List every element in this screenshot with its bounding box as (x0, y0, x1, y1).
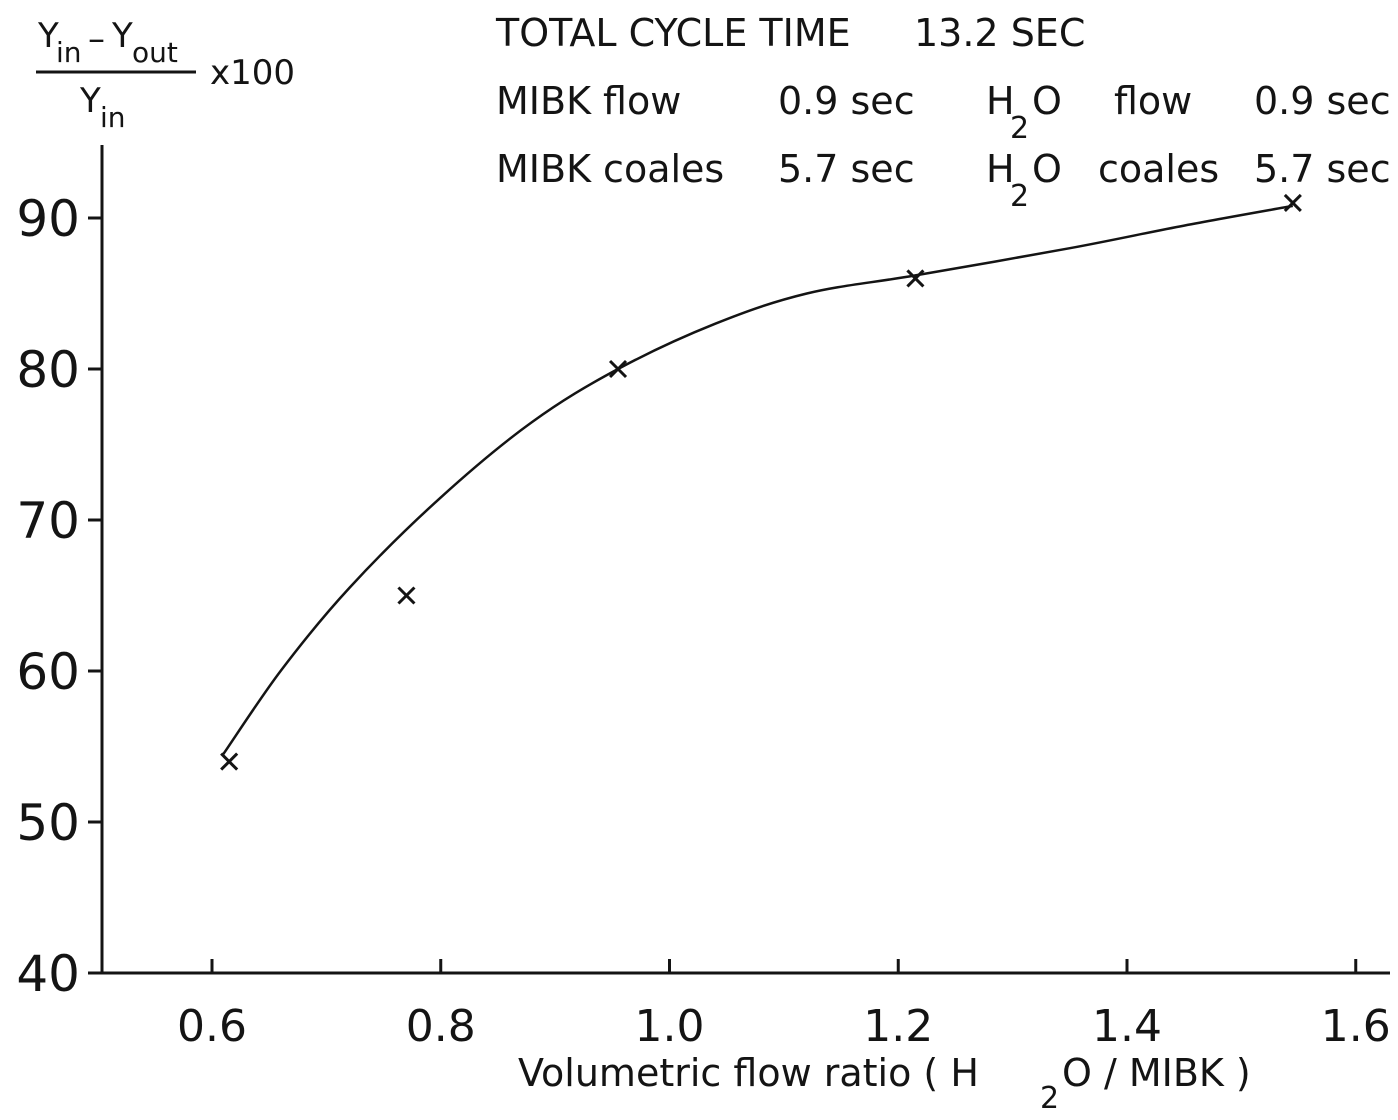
annotation-mibk-coales-label: MIBK coales (496, 147, 724, 191)
annotation-mibk-flow-label: MIBK flow (496, 79, 681, 123)
y-axis-label: Y in – Y out Y in x100 (36, 16, 295, 134)
data-point-2-stroke-1 (608, 359, 628, 379)
annotation-block: TOTAL CYCLE TIME 13.2 SEC MIBK flow 0.9 … (495, 11, 1391, 214)
fit-curve (222, 204, 1294, 755)
ylabel-num-y1-sub: in (56, 36, 82, 69)
x-tick-label-3: 1.2 (863, 1001, 933, 1052)
ylabel-multiplier: x100 (210, 53, 295, 93)
annotation-h2o-flow-h: H (986, 79, 1015, 123)
data-point-0 (220, 752, 239, 771)
annotation-cycle-value: 13.2 SEC (914, 11, 1085, 55)
annotation-h2o-coales-o: O (1032, 147, 1062, 191)
annotation-h2o-coales-sub: 2 (1010, 179, 1029, 214)
xlabel-prefix: Volumetric flow ratio ( H (518, 1051, 979, 1095)
x-tick-label-5: 1.6 (1321, 1001, 1391, 1052)
xlabel-subscript: 2 (1040, 1081, 1059, 1115)
annotation-mibk-coales-value: 5.7 sec (778, 147, 915, 191)
x-axis-title: Volumetric flow ratio ( H 2 O / MIBK ) (518, 1051, 1251, 1116)
annotation-h2o-flow-sub: 2 (1010, 111, 1029, 146)
y-tick-label-0: 40 (16, 945, 80, 1003)
x-tick-label-0: 0.6 (177, 1001, 247, 1052)
annotation-mibk-flow-value: 0.9 sec (778, 79, 915, 123)
y-tick-label-4: 80 (16, 341, 80, 399)
annotation-h2o-coales-h: H (986, 147, 1015, 191)
ylabel-num-minus: – (88, 19, 105, 59)
y-tick-label-2: 60 (16, 643, 80, 701)
ylabel-num-y2-sub: out (132, 36, 178, 69)
data-point-3-stroke-1 (906, 269, 925, 288)
y-axis-ticks: 40 50 60 70 80 90 (16, 190, 102, 1003)
x-tick-label-1: 0.8 (406, 1001, 476, 1052)
x-tick-label-4: 1.4 (1092, 1001, 1162, 1052)
y-tick-label-1: 50 (16, 794, 80, 852)
ylabel-num-y2: Y (111, 16, 133, 56)
data-point-1-stroke-1 (397, 586, 416, 605)
x-axis-ticks: 0.6 0.8 1.0 1.2 1.4 1.6 (177, 959, 1391, 1052)
annotation-cycle-label: TOTAL CYCLE TIME (495, 11, 851, 55)
data-point-4-stroke-1 (1283, 193, 1302, 212)
data-point-2 (608, 359, 628, 379)
data-point-4 (1283, 193, 1302, 212)
annotation-h2o-flow-label: flow (1114, 79, 1192, 123)
xlabel-suffix: O / MIBK ) (1062, 1051, 1251, 1095)
ylabel-den-y: Y (79, 81, 101, 121)
data-point-0-stroke-1 (220, 752, 239, 771)
annotation-h2o-coales-label: coales (1098, 147, 1219, 191)
x-tick-label-2: 1.0 (635, 1001, 705, 1052)
annotation-h2o-flow-value: 0.9 sec (1254, 79, 1391, 123)
y-tick-label-3: 70 (16, 492, 80, 550)
ylabel-num-y1: Y (37, 16, 59, 56)
annotation-h2o-flow-o: O (1032, 79, 1062, 123)
annotation-h2o-coales-value: 5.7 sec (1254, 147, 1391, 191)
ylabel-den-y-sub: in (100, 101, 126, 134)
data-points (220, 193, 1302, 771)
y-tick-label-5: 90 (16, 190, 80, 248)
data-point-1 (397, 586, 416, 605)
data-point-3 (906, 269, 925, 288)
